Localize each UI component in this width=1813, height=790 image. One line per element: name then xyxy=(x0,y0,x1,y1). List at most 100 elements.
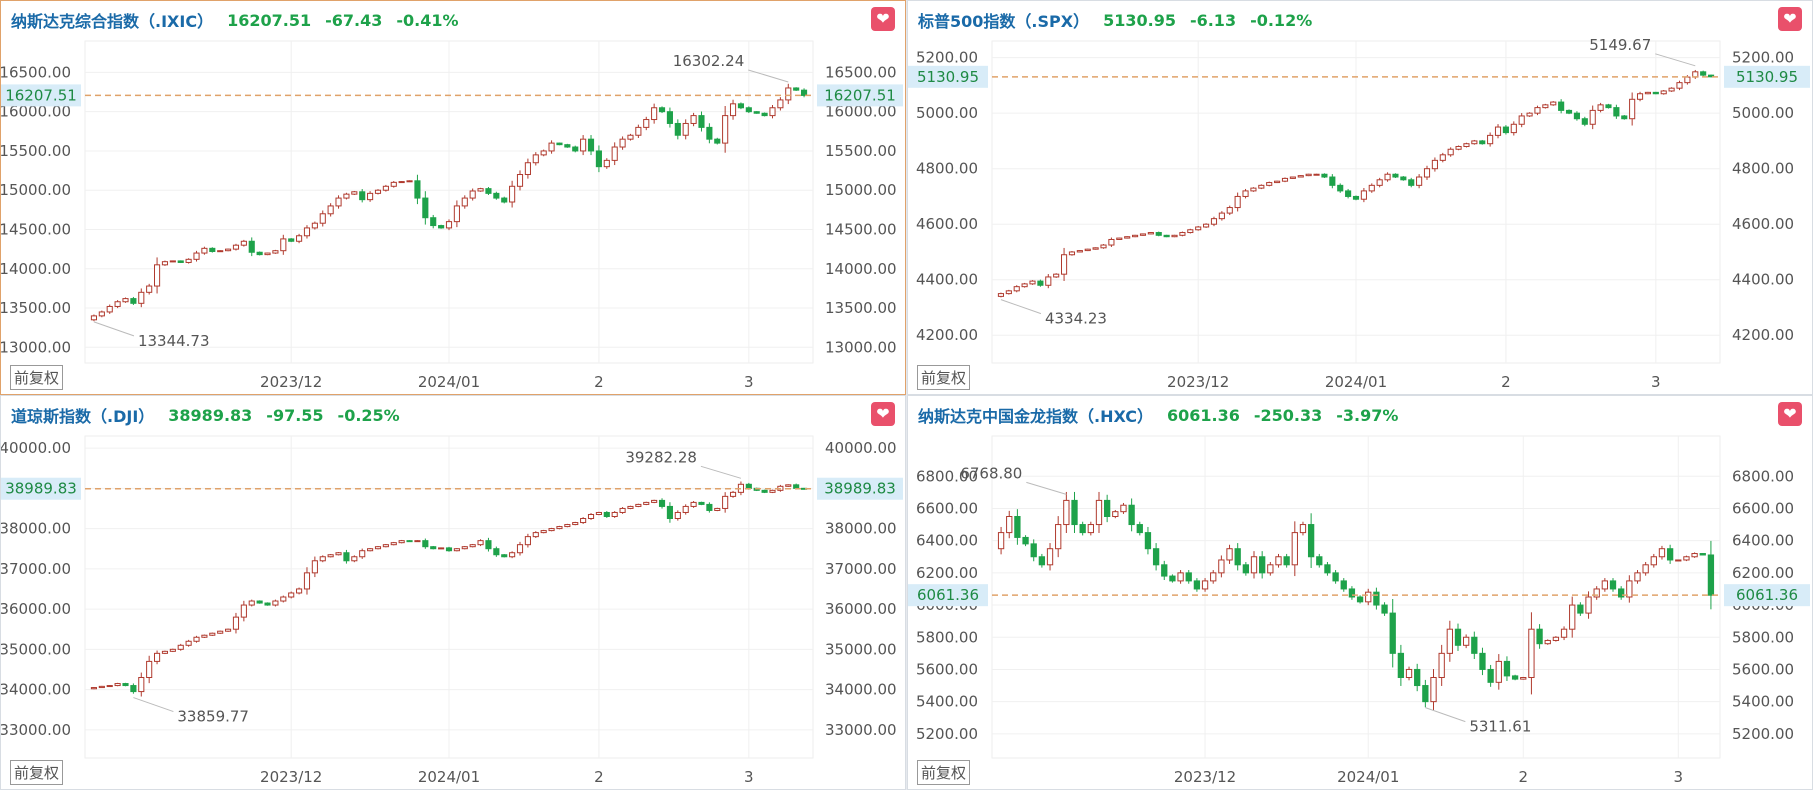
candle-body xyxy=(603,511,610,517)
candle-body xyxy=(1177,572,1184,582)
y-tick-label-right: 15000.00 xyxy=(825,181,897,199)
candle-body xyxy=(477,188,484,192)
candle-body xyxy=(651,499,658,503)
candle-body xyxy=(138,291,145,304)
candle-body xyxy=(1095,499,1103,526)
candle-body xyxy=(1605,104,1612,109)
candle-body xyxy=(1609,580,1617,590)
index-name[interactable]: 纳斯达克中国金龙指数（.HXC） xyxy=(918,407,1153,426)
panel-spx[interactable]: 标普500指数（.SPX） 5130.95 -6.13 -0.12% ❤ 520… xyxy=(907,0,1813,395)
last-price-tag-right: 16207.51 xyxy=(824,86,896,104)
candle-body xyxy=(1560,628,1568,638)
candle-body xyxy=(1389,612,1396,654)
candle-body xyxy=(1305,173,1312,177)
low-label: 4334.23 xyxy=(1045,310,1107,328)
candle-body xyxy=(745,483,752,489)
index-price: 6061.36 xyxy=(1166,405,1240,425)
candle-body xyxy=(1534,107,1541,114)
candle-body xyxy=(1297,175,1304,178)
y-tick-label-right: 14000.00 xyxy=(825,260,897,278)
adjust-button[interactable]: 前复权 xyxy=(10,760,64,785)
candle-body xyxy=(1408,179,1415,186)
adjust-button[interactable]: 前复权 xyxy=(10,365,64,390)
candle-body xyxy=(643,501,650,505)
candle-body xyxy=(343,193,350,199)
candle-body xyxy=(430,546,437,550)
candle-body xyxy=(177,644,184,650)
candle-body xyxy=(130,298,137,304)
low-label: 33859.77 xyxy=(177,708,249,726)
candle-body xyxy=(1340,580,1347,590)
index-name[interactable]: 纳斯达克综合指数（.IXIC） xyxy=(11,12,214,31)
candle-body xyxy=(1021,283,1028,288)
candle-body xyxy=(1700,71,1707,76)
candle-body xyxy=(1511,675,1519,680)
heart-icon[interactable]: ❤ xyxy=(1778,7,1802,31)
panel-dji[interactable]: 道琼斯指数（.DJI） 38989.83 -97.55 -0.25% ❤ 400… xyxy=(0,395,906,790)
adjust-button[interactable]: 前复权 xyxy=(917,365,971,390)
candle-body xyxy=(327,205,334,215)
panel-ixic[interactable]: 纳斯达克综合指数（.IXIC） 16207.51 -67.43 -0.41% ❤… xyxy=(0,0,906,395)
candle-body xyxy=(1585,596,1592,614)
y-tick-label-left: 4800.00 xyxy=(916,160,978,178)
candle-body xyxy=(1029,280,1036,285)
y-tick-label-left: 15000.00 xyxy=(1,181,71,199)
candle-body xyxy=(603,159,610,168)
heart-icon[interactable]: ❤ xyxy=(871,402,895,426)
candle-body xyxy=(1352,195,1360,200)
candle-body xyxy=(1337,184,1344,192)
candle-body xyxy=(769,107,776,117)
candle-body xyxy=(1405,668,1413,679)
candle-body xyxy=(1660,90,1667,95)
high-label: 16302.24 xyxy=(673,52,745,70)
adjust-button[interactable]: 前复权 xyxy=(917,760,971,785)
y-tick-label-left: 5200.00 xyxy=(916,49,978,67)
last-price-tag-right-bg xyxy=(1724,65,1810,88)
y-tick-label-left: 6800.00 xyxy=(916,467,978,485)
candle-body xyxy=(422,197,429,219)
candle-body xyxy=(106,305,113,313)
candle-body xyxy=(430,217,437,227)
candle-body xyxy=(374,546,382,550)
index-name[interactable]: 标普500指数（.SPX） xyxy=(918,12,1090,31)
candle-body xyxy=(1510,123,1517,134)
candle-body xyxy=(1055,524,1062,550)
low-leader xyxy=(93,321,135,337)
candle-body xyxy=(1589,109,1596,125)
candle-body xyxy=(1316,556,1323,566)
candle-body xyxy=(367,548,374,552)
candle-body xyxy=(658,499,666,507)
candle-body xyxy=(359,191,366,201)
high-label: 6768.80 xyxy=(960,464,1022,482)
heart-icon[interactable]: ❤ xyxy=(1778,402,1802,426)
candle-body xyxy=(1210,218,1218,225)
candle-body xyxy=(1416,176,1423,186)
candle-body xyxy=(390,181,397,187)
candle-body xyxy=(1518,115,1525,125)
candle-body xyxy=(319,556,326,562)
candle-body xyxy=(1195,226,1202,231)
candle-body xyxy=(1013,286,1020,292)
candle-body xyxy=(1376,179,1383,186)
candle-body xyxy=(690,501,697,507)
heart-icon[interactable]: ❤ xyxy=(871,7,895,31)
candle-body xyxy=(658,107,666,113)
candle-body xyxy=(785,87,792,101)
index-name[interactable]: 道琼斯指数（.DJI） xyxy=(11,407,155,426)
candle-body xyxy=(1439,154,1446,161)
candle-body xyxy=(1526,112,1533,117)
y-tick-label-right: 5800.00 xyxy=(1732,628,1794,646)
candle-body xyxy=(1155,232,1162,236)
panel-hxc[interactable]: 纳斯达克中国金龙指数（.HXC） 6061.36 -250.33 -3.97% … xyxy=(907,395,1813,790)
candle-body xyxy=(651,107,658,121)
candle-body xyxy=(997,293,1005,297)
candle-body xyxy=(1471,140,1478,145)
candle-body xyxy=(406,540,413,543)
candle-body xyxy=(1203,223,1210,228)
candle-body xyxy=(706,126,713,140)
candle-body xyxy=(201,247,208,254)
x-tick-label: 2023/12 xyxy=(1174,768,1236,786)
candle-body xyxy=(1356,596,1364,603)
candle-body xyxy=(422,540,429,548)
